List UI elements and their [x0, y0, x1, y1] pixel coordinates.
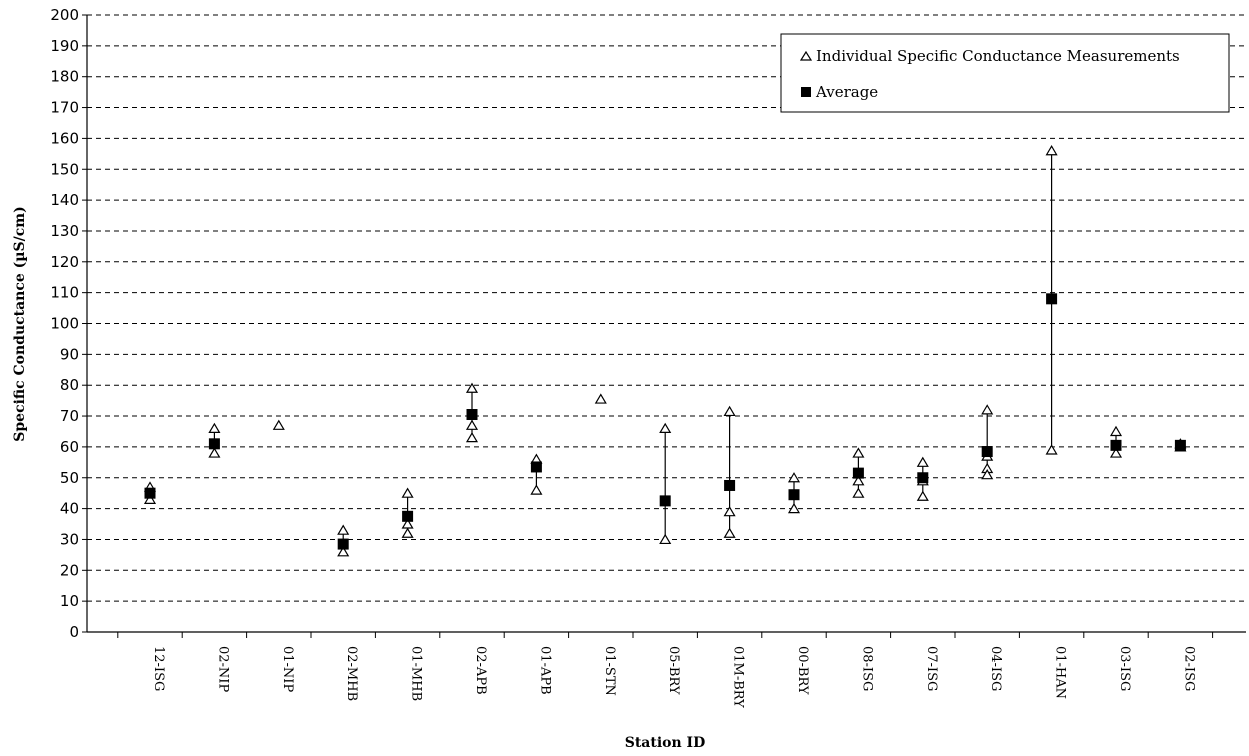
legend-square-icon	[801, 87, 811, 97]
axes	[82, 14, 1246, 638]
average-point	[852, 467, 864, 479]
y-tick-label: 170	[50, 99, 79, 117]
x-tick-label: 02-MHB	[344, 646, 359, 701]
measurement-point	[852, 475, 865, 486]
measurement-point	[916, 490, 929, 501]
average-point	[208, 438, 220, 450]
y-tick-labels: 0 10 20 30 40 50 60 70 80 90 100 110 120 130 140 150 160…	[50, 6, 79, 641]
x-tick-label: 02-ISG	[1181, 646, 1196, 691]
y-tick-label: 180	[50, 68, 79, 86]
x-tick-label: 01-APB	[537, 646, 552, 695]
measurement-point	[723, 405, 736, 417]
legend-label-average: Average	[815, 83, 878, 101]
x-tick-label: 07-ISG	[924, 646, 939, 691]
y-tick-label: 70	[60, 407, 79, 425]
y-tick-label: 110	[50, 284, 79, 302]
x-tick-label: 01-NIP	[280, 646, 295, 692]
y-tick-label: 150	[50, 160, 79, 178]
measurement-point	[465, 419, 479, 430]
measurement-point	[1045, 444, 1058, 455]
y-tick-label: 0	[69, 623, 79, 641]
y-tick-label: 50	[60, 469, 79, 487]
y-tick-label: 130	[50, 222, 79, 240]
measurement-point	[981, 404, 994, 415]
measurement-point	[1109, 447, 1123, 458]
measurement-point	[401, 487, 414, 498]
measurement-point	[337, 524, 350, 535]
measurement-point	[594, 393, 607, 404]
measurement-point	[465, 382, 479, 393]
x-tick-label: 00-BRY	[795, 646, 810, 695]
x-tick-label: 01-STN	[602, 646, 617, 696]
measurement-point	[981, 468, 994, 480]
x-axis-title: Station ID	[625, 735, 706, 751]
measurement-point	[1109, 425, 1123, 437]
y-tick-label: 190	[50, 37, 79, 55]
measurement-point	[852, 487, 865, 498]
average-markers	[144, 293, 1186, 550]
legend-triangle-icon	[799, 50, 813, 61]
x-tick-label: 02-APB	[473, 646, 488, 695]
measurement-point	[723, 527, 736, 538]
measurement-point	[401, 527, 414, 538]
gridlines	[87, 14, 1246, 602]
measurement-point	[337, 546, 350, 557]
legend-label-measurements: Individual Specific Conductance Measurem…	[816, 47, 1180, 65]
measurement-point	[659, 422, 672, 433]
legend-box	[780, 33, 1230, 113]
average-point	[659, 495, 671, 507]
y-tick-label: 80	[60, 376, 79, 394]
measurement-point	[723, 506, 736, 517]
x-tick-label: 01-HAN	[1053, 646, 1068, 699]
average-point	[337, 538, 349, 550]
y-tick-label: 200	[50, 6, 79, 24]
y-tick-label: 10	[60, 592, 79, 610]
legend: Individual Specific Conductance Measurem…	[780, 33, 1230, 113]
x-tick-label: 08-ISG	[859, 646, 874, 691]
average-point	[981, 446, 993, 458]
average-point	[466, 409, 478, 421]
measurement-point	[1045, 145, 1058, 156]
measurement-point	[530, 484, 543, 495]
x-tick-label: 01M-BRY	[731, 646, 746, 708]
measurement-point	[208, 422, 221, 433]
y-tick-label: 120	[50, 253, 79, 271]
measurement-point	[465, 431, 479, 443]
average-point	[1174, 439, 1186, 451]
y-axis-title: Specific Conductance (µS/cm)	[12, 206, 28, 441]
x-tick-label: 12-ISG	[151, 646, 166, 691]
x-tick-labels: 12-ISG 02-NIP 01-NIP 02-MHB 01-MHB 02-APB 01-A…	[151, 646, 1196, 708]
average-point	[788, 489, 800, 501]
y-tick-label: 60	[60, 438, 79, 456]
average-point	[917, 472, 929, 484]
average-point	[144, 487, 156, 499]
y-tick-label: 30	[60, 530, 79, 548]
measurement-point	[916, 456, 929, 467]
measurement-point	[852, 447, 865, 458]
x-tick-label: 01-MHB	[409, 646, 424, 701]
y-tick-label: 40	[60, 500, 79, 518]
y-tick-label: 160	[50, 129, 79, 147]
measurement-point	[787, 472, 801, 483]
y-tick-label: 20	[60, 561, 79, 579]
measurement-point	[272, 419, 285, 430]
average-point	[1110, 439, 1122, 451]
measurement-point	[659, 533, 672, 545]
measurement-point	[143, 493, 157, 504]
x-tick-label: 05-BRY	[666, 646, 681, 695]
range-lines	[149, 150, 1182, 552]
x-tick-label: 04-ISG	[988, 646, 1003, 691]
measurement-point	[787, 502, 801, 514]
x-tick-label: 02-NIP	[215, 646, 230, 692]
average-point	[724, 479, 736, 491]
y-tick-label: 90	[60, 345, 79, 363]
average-point	[402, 510, 414, 522]
average-point	[1046, 293, 1058, 305]
y-tick-label: 140	[50, 191, 79, 209]
y-tick-label: 100	[50, 315, 79, 333]
measurement-point	[208, 447, 221, 458]
average-point	[530, 461, 542, 473]
x-tick-label: 03-ISG	[1117, 646, 1132, 691]
